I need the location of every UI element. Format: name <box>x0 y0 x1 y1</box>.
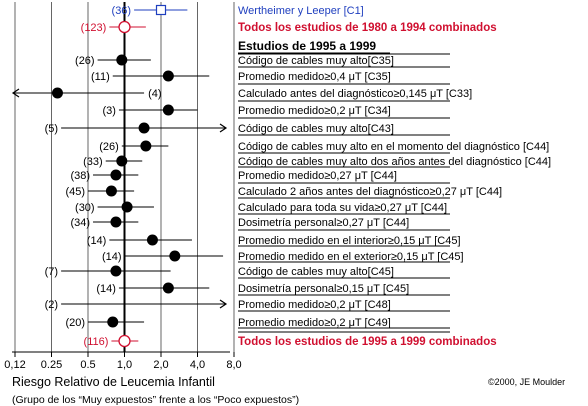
sample-size-label: (14) <box>102 251 122 263</box>
point-estimate <box>110 169 122 181</box>
point-estimates <box>51 4 181 348</box>
study-label: Promedio medido≥0,4 μT [C35] <box>238 71 391 83</box>
study-label: Promedio medido en el interior≥0,15 μT [… <box>238 235 461 247</box>
sample-size-label: (4) <box>148 88 161 100</box>
study-label: Promedio medido≥0,2 μT [C49] <box>238 317 391 329</box>
study-label: Todos los estudios de 1980 a 1994 combin… <box>238 22 497 34</box>
study-labels: Wertheimer y Leeper [C1] Todos los estudi… <box>238 5 551 348</box>
point-estimate <box>146 234 158 246</box>
sample-size-label: (3) <box>102 105 115 117</box>
study-label: Código de cables muy alto[C45] <box>238 266 394 278</box>
study-label: Todos los estudios de 1995 a 1999 combin… <box>238 336 497 348</box>
sample-size-label: (2) <box>45 299 58 311</box>
study-label: Dosimetría personal≥0,27 μT [C44] <box>238 217 409 229</box>
x-axis: 0,12 0.25 0.5 1,0 2,0 4,0 8,0 <box>4 351 242 371</box>
point-estimate <box>116 54 128 66</box>
ci-arrow <box>219 123 228 133</box>
x-axis-label: Riesgo Relativo de Leucemia Infantil <box>12 375 215 389</box>
sample-size-label: (26) <box>75 55 95 67</box>
ci-arrow <box>219 299 228 309</box>
sample-size-label: (33) <box>83 156 103 168</box>
sample-size-label: (45) <box>65 186 85 198</box>
point-estimate <box>140 140 152 152</box>
x-tick-label: 0.5 <box>80 359 95 371</box>
study-label: Calculado antes del diagnóstico≥0,145 μT… <box>238 88 472 100</box>
sample-size-label: (38) <box>70 170 90 182</box>
point-estimate <box>105 185 117 197</box>
ci-arrow <box>11 88 20 98</box>
point-estimate <box>162 282 174 294</box>
sample-size-label: (123) <box>81 22 107 34</box>
sample-size-label: (34) <box>70 217 90 229</box>
study-label: Promedio medido≥0,2 μT [C48] <box>238 299 391 311</box>
study-label: Calculado para toda su vida≥0,27 μT [C44… <box>238 202 447 214</box>
x-tick-label: 1,0 <box>117 359 132 371</box>
study-label: Promedio medido≥0,27 μT [C44] <box>238 170 397 182</box>
sample-size-label: (26) <box>99 141 119 153</box>
sample-size-label: (11) <box>91 71 110 83</box>
section-header: Estudios de 1995 a 1999 <box>238 39 376 53</box>
study-label: Promedio medido en el exterior≥0,15 μT [… <box>238 251 464 263</box>
point-estimate <box>118 20 131 34</box>
point-estimate <box>155 4 167 16</box>
study-label: Wertheimer y Leeper [C1] <box>238 5 364 17</box>
row-rules <box>238 53 450 333</box>
point-estimate <box>162 104 174 116</box>
credit-note: ©2000, JE Moulder <box>488 377 565 387</box>
x-tick-label: 4,0 <box>190 359 205 371</box>
x-tick-label: 0.25 <box>41 359 62 371</box>
study-label: Código de cables muy alto[C43] <box>238 123 394 135</box>
point-estimate <box>162 70 174 82</box>
study-label: Dosimetría personal≥0,15 μT [C45] <box>238 283 409 295</box>
x-tick-label: 2,0 <box>153 359 168 371</box>
point-estimate <box>121 201 133 213</box>
point-estimate <box>107 316 119 328</box>
study-label: Código de cables muy alto dos años antes… <box>238 156 551 168</box>
sample-size-label: (116) <box>84 336 109 348</box>
grid-lines <box>14 2 235 352</box>
x-tick-label: 8,0 <box>226 359 241 371</box>
point-estimate <box>118 334 131 348</box>
point-estimate <box>116 155 128 167</box>
point-estimate <box>110 216 122 228</box>
chart-subtitle: (Grupo de los “Muy expuestos” frente a l… <box>12 394 299 406</box>
study-label: Promedio medido≥0,2 μT [C34] <box>238 105 391 117</box>
sample-size-label: (14) <box>87 235 107 247</box>
sample-size-label: (7) <box>45 266 58 278</box>
sample-size-label: (36) <box>112 5 132 17</box>
point-estimate <box>138 122 150 134</box>
study-label: Calculado 2 años antes del diagnóstico≥0… <box>238 186 502 198</box>
study-label: Código de cables muy alto[C35] <box>238 55 394 67</box>
point-estimate <box>110 265 122 277</box>
sample-size-label: (30) <box>75 202 95 214</box>
sample-sizes: (36) (123) (26) (11) (4) (3) (5) (26) (33) (38) (4… <box>45 5 162 348</box>
point-estimate <box>169 250 181 262</box>
study-label: Código de cables muy alto en el momento … <box>238 141 549 153</box>
x-tick-label: 0,12 <box>4 359 25 371</box>
point-estimate <box>51 87 63 99</box>
sample-size-label: (5) <box>45 123 58 135</box>
sample-size-label: (14) <box>96 283 116 295</box>
sample-size-label: (20) <box>65 317 85 329</box>
